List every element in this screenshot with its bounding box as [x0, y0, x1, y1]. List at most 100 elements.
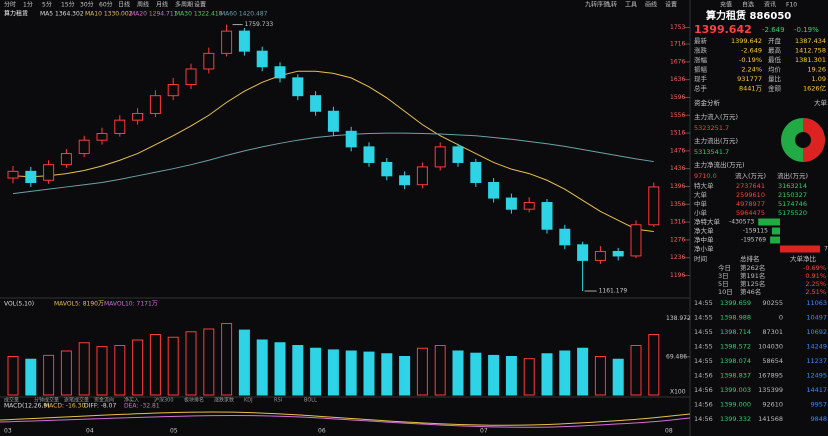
volume-bar — [559, 350, 571, 396]
tab[interactable]: 日线 — [118, 1, 130, 9]
volume-bar — [505, 356, 517, 396]
button[interactable]: 大单 — [814, 98, 828, 107]
y-tick-label: 1196 — [670, 272, 685, 279]
tool[interactable]: 工具 — [625, 2, 637, 9]
date-label: 06 — [318, 428, 326, 435]
rank-cell: 10日 — [718, 288, 733, 296]
panel-tab[interactable]: 自选 — [742, 1, 754, 9]
candle-body — [292, 77, 304, 97]
tick-cell: 14:55 — [694, 314, 713, 322]
tick-cell: 104030 — [758, 343, 783, 351]
net-bar — [771, 227, 780, 235]
volume-bar — [612, 358, 624, 396]
bottom-tab[interactable]: 分钟成交量 — [34, 397, 59, 404]
tick-cell: 167895 — [758, 372, 783, 380]
flow-value: 5313541.7 — [694, 148, 729, 156]
flow-cell: 小单 — [694, 208, 708, 217]
tick-cell: 10692 — [806, 328, 827, 336]
tab[interactable]: 设置 — [194, 1, 206, 9]
tab[interactable]: 多周期 — [175, 1, 193, 9]
tab[interactable]: 分时 — [4, 1, 16, 9]
candle-body — [256, 50, 268, 68]
tool[interactable]: 画线 — [645, 1, 657, 9]
bottom-tab[interactable]: 成交量 — [4, 397, 19, 404]
candle-body — [399, 175, 411, 186]
tab[interactable]: 60分 — [99, 1, 113, 9]
panel-tab[interactable]: 资讯 — [764, 1, 776, 9]
quote-cell: 19.26 — [807, 66, 826, 74]
tick-cell: 90255 — [762, 299, 783, 307]
candle-body — [310, 95, 322, 112]
flow-label: 主力流入(万元) — [694, 112, 738, 121]
macd-legend: MACD(12,26,9) — [4, 403, 50, 410]
bottom-tab[interactable]: 资金流向 — [94, 397, 114, 404]
macd-legend: DEA: -32.81 — [124, 403, 160, 410]
tick-cell: 14417 — [806, 386, 827, 394]
candle-body — [167, 84, 179, 97]
flow-cell: 2150327 — [778, 191, 807, 199]
flow-value: 9710.0 — [694, 172, 717, 180]
panel-tab[interactable]: 充值 — [720, 1, 732, 9]
candle-body — [96, 133, 108, 141]
volume-bar — [238, 329, 250, 396]
quote-cell: 最高 — [768, 46, 782, 55]
bottom-tab[interactable]: KDJ — [244, 398, 253, 404]
y-tick-label: 1276 — [670, 236, 685, 243]
date-label: 07 — [480, 428, 488, 435]
bottom-tab[interactable]: BOLL — [304, 398, 317, 404]
tick-cell: 58654 — [762, 357, 783, 365]
tool[interactable]: 设置 — [665, 1, 677, 9]
quote-cell: 1.09 — [812, 75, 826, 83]
candle-body — [612, 250, 624, 257]
section-title: 资金分析 — [694, 98, 721, 107]
y-tick-label: 1753 — [670, 24, 685, 31]
candle-body — [221, 30, 233, 54]
tab[interactable]: 1分 — [23, 1, 33, 9]
tick-cell: 1399.659 — [720, 299, 751, 307]
bottom-tab[interactable]: 净买入 — [124, 397, 139, 404]
bottom-tab[interactable]: 逐笔成交量 — [64, 397, 89, 404]
candle-body — [185, 68, 197, 86]
tab[interactable]: 5分 — [42, 1, 52, 9]
volume-bar — [416, 347, 428, 396]
rank-cell: 第125名 — [740, 279, 765, 288]
flow-cell: 大单 — [694, 190, 708, 199]
quote-cell: 现手 — [694, 74, 708, 83]
bottom-tab[interactable]: 涨跌家数 — [214, 397, 234, 404]
panel-tab[interactable]: F10 — [786, 2, 797, 9]
tick-cell: 0 — [779, 314, 783, 322]
volume-bar — [167, 336, 179, 396]
candle-body — [274, 66, 286, 79]
tab[interactable]: 周线 — [137, 1, 149, 9]
y-tick-label: 1396 — [670, 183, 685, 190]
bottom-tab[interactable]: 板块排名 — [184, 397, 204, 404]
candle-body — [470, 161, 482, 183]
tab[interactable]: 15分 — [61, 1, 75, 9]
tick-cell: 87301 — [762, 328, 783, 336]
vol-tick-label: 138.972 — [666, 315, 691, 322]
quote-cell: 1412.758 — [795, 47, 826, 55]
tool[interactable]: 九转序列 — [585, 1, 609, 9]
tick-cell: 1398.988 — [720, 314, 751, 322]
quote-cell: 1381.301 — [795, 56, 826, 64]
quote-cell: 1626亿 — [803, 84, 827, 93]
bottom-tab[interactable]: 沪深300 — [154, 397, 174, 404]
quote-cell: 总手 — [694, 84, 708, 93]
candle-body — [7, 170, 19, 179]
quote-cell: -2.649 — [741, 47, 762, 55]
tab[interactable]: 30分 — [80, 1, 94, 9]
tick-cell: 1398.837 — [720, 372, 751, 380]
volume-bar — [648, 334, 660, 396]
volume-bar — [60, 350, 72, 396]
tab[interactable]: 月线 — [156, 1, 168, 9]
flow-cell: 中单 — [694, 199, 708, 208]
tick-cell: 14249 — [806, 343, 827, 351]
volume-bar — [470, 352, 482, 396]
tick-cell: 1398.572 — [720, 343, 751, 351]
volume-bar — [274, 342, 286, 396]
bottom-tab[interactable]: RSI — [274, 398, 282, 404]
flow-cell: 2599610 — [736, 191, 765, 199]
volume-bar — [630, 345, 642, 396]
pie-hole — [795, 132, 811, 148]
tool[interactable]: 九转 — [605, 1, 617, 9]
